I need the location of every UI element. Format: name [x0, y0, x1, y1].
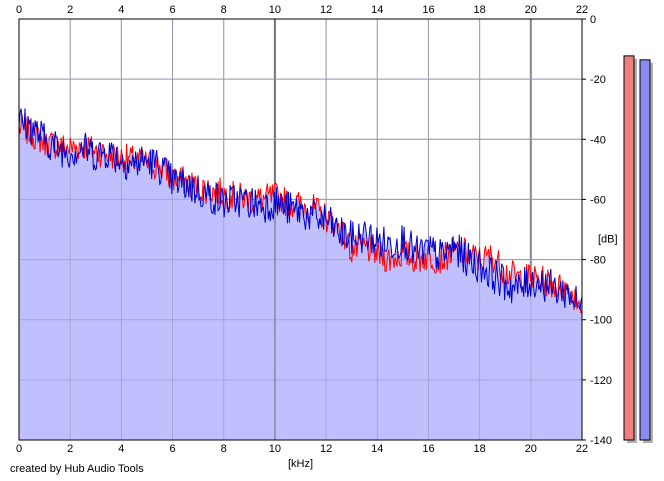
x-tick-label-bottom: 14 — [371, 443, 383, 455]
x-axis-label: [kHz] — [288, 458, 313, 470]
x-tick-label-bottom: 12 — [320, 443, 332, 455]
x-tick-label-top: 4 — [118, 4, 124, 16]
chart-axes — [18, 18, 586, 441]
x-tick-label-top: 22 — [576, 4, 588, 16]
x-tick-label-bottom: 4 — [118, 443, 124, 455]
y-tick-label: -60 — [590, 194, 606, 206]
x-tick-label-bottom: 2 — [67, 443, 73, 455]
x-tick-label-bottom: 0 — [16, 443, 22, 455]
spectrum-series — [18, 108, 583, 314]
y-tick-label: -140 — [590, 435, 612, 447]
y-tick-label: -120 — [590, 375, 612, 387]
y-tick-label: -40 — [590, 134, 606, 146]
series-left-channel — [18, 113, 583, 314]
x-tick-label-top: 6 — [169, 4, 175, 16]
x-tick-label-top: 12 — [320, 4, 332, 16]
spectrum-fill — [18, 18, 583, 441]
x-tick-label-top: 18 — [474, 4, 486, 16]
chart-labels: 002244668810101212141416161818202022220-… — [16, 4, 618, 470]
level-meter-left — [623, 55, 635, 441]
x-tick-label-top: 20 — [525, 4, 537, 16]
x-tick-label-top: 2 — [67, 4, 73, 16]
x-tick-label-bottom: 10 — [269, 443, 281, 455]
y-tick-label: -80 — [590, 255, 606, 267]
x-tick-label-top: 16 — [422, 4, 434, 16]
x-tick-label-bottom: 16 — [422, 443, 434, 455]
series-right-channel — [18, 108, 583, 310]
x-tick-label-bottom: 22 — [576, 443, 588, 455]
x-tick-label-top: 10 — [269, 4, 281, 16]
level-meter-right — [639, 59, 651, 441]
credit-text: created by Hub Audio Tools — [10, 463, 144, 475]
x-tick-label-bottom: 6 — [169, 443, 175, 455]
y-axis-label: [dB] — [598, 234, 618, 246]
level-meters — [623, 55, 653, 444]
y-tick-label: 0 — [590, 14, 596, 26]
x-tick-label-top: 0 — [16, 4, 22, 16]
x-tick-label-bottom: 8 — [221, 443, 227, 455]
x-tick-label-bottom: 20 — [525, 443, 537, 455]
plot-border — [18, 18, 583, 441]
x-tick-label-top: 8 — [221, 4, 227, 16]
x-tick-label-bottom: 18 — [474, 443, 486, 455]
x-tick-label-top: 14 — [371, 4, 383, 16]
y-tick-label: -20 — [590, 74, 606, 86]
spectrum-area — [19, 108, 582, 441]
y-tick-label: -100 — [590, 315, 612, 327]
